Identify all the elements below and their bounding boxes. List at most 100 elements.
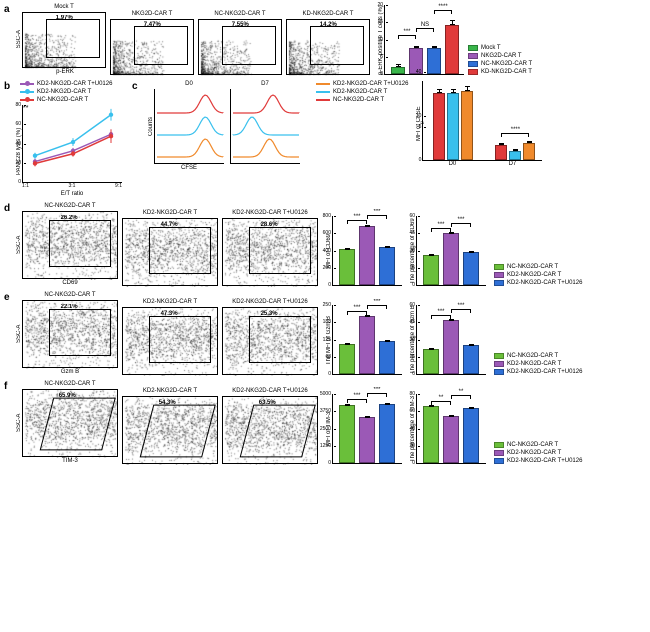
legend-label: NC-NKG2D-CAR T bbox=[333, 97, 384, 103]
gate-percent: 63.5% bbox=[259, 400, 276, 406]
legend-swatch bbox=[494, 264, 504, 270]
legend-item: KD-NKG2D-CAR T bbox=[468, 69, 532, 75]
legend-item: KD2-NKG2D-CAR T bbox=[316, 89, 408, 95]
legend-swatch bbox=[494, 272, 504, 278]
legend-swatch bbox=[468, 45, 478, 51]
dotplot-title: KD-NKG2D-CAR T bbox=[303, 11, 354, 17]
legend-label: NC-NKG2D-CAR T bbox=[37, 97, 88, 103]
legend-label: NC-NKG2D-CAR T bbox=[507, 442, 558, 448]
dotplot: KD2-NKG2D-CAR T47.3% bbox=[122, 299, 218, 375]
significance-label: *** bbox=[431, 309, 451, 315]
legend-swatch bbox=[494, 369, 504, 375]
bar bbox=[463, 252, 479, 285]
dotplot: KD2-NKG2D-CAR T 54.3% bbox=[122, 388, 218, 464]
c-histogram bbox=[154, 89, 224, 164]
legend-label: KD2-NKG2D-CAR T+U0126 bbox=[507, 280, 582, 286]
bar bbox=[445, 25, 459, 74]
bar bbox=[379, 404, 395, 463]
b-xlabel: E/T ratio bbox=[61, 191, 84, 197]
panel-label-b: b bbox=[4, 81, 16, 92]
significance-label: *** bbox=[367, 299, 387, 305]
panel-bc: b KD2-NKG2D-CAR T+U0126KD2-NKG2D-CAR TNC… bbox=[4, 81, 646, 197]
significance-label: ** bbox=[451, 389, 471, 395]
dotplot-title: KD2-NKG2D-CAR T bbox=[143, 210, 197, 216]
legend-line-icon bbox=[20, 83, 34, 85]
legend-item: KD2-NKG2D-CAR T+U0126 bbox=[494, 458, 582, 464]
bar bbox=[391, 67, 405, 74]
gate-percent: 54.3% bbox=[159, 400, 176, 406]
b-linechart: 020406080** bbox=[22, 105, 122, 183]
e-xaxis: Gzm B bbox=[61, 369, 79, 375]
legend-item: KD2-NKG2D-CAR T bbox=[494, 361, 582, 367]
bar bbox=[359, 226, 375, 286]
legend-swatch bbox=[494, 442, 504, 448]
gate-percent: 25.3% bbox=[261, 311, 278, 317]
significance-label: NS bbox=[415, 22, 435, 28]
bar bbox=[443, 233, 459, 285]
dotplot: KD-NKG2D-CAR T 14.2% bbox=[286, 11, 370, 75]
legend-swatch bbox=[468, 53, 478, 59]
legend-label: NKG2D-CAR T bbox=[481, 53, 522, 59]
bar bbox=[463, 408, 479, 463]
c-xaxis: CFSE bbox=[181, 165, 197, 171]
bar bbox=[359, 417, 375, 463]
gate-percent: 26.2% bbox=[61, 215, 78, 221]
legend-swatch bbox=[494, 353, 504, 359]
bar bbox=[463, 345, 479, 374]
legend-item: NC-NKG2D-CAR T bbox=[494, 442, 582, 448]
legend-item: NC-NKG2D-CAR T bbox=[20, 97, 122, 103]
c-xtick-d0: D0 bbox=[449, 161, 457, 167]
legend-label: Mock T bbox=[481, 45, 501, 51]
b-xtick-0: 1:1 bbox=[22, 183, 29, 189]
significance-label: **** bbox=[505, 127, 525, 133]
panel-label-c: c bbox=[132, 81, 144, 92]
c-hist-title: D7 bbox=[261, 81, 269, 87]
legend-item: NC-NKG2D-CAR T bbox=[316, 97, 408, 103]
gate-percent: 7.47% bbox=[144, 22, 161, 28]
significance-label: *** bbox=[451, 303, 471, 309]
dotplot-title: Mock T bbox=[54, 4, 74, 10]
panel-a: a SSC-A Mock T1.97%p-ERKNKG2D-CAR T7.47%… bbox=[4, 4, 646, 75]
significance-label: **** bbox=[433, 4, 453, 10]
gate-percent: 47.3% bbox=[161, 311, 178, 317]
a-legend: Mock TNKG2D-CAR TNC-NKG2D-CAR TKD-NKG2D-… bbox=[468, 45, 532, 75]
d-barchart-1: 0200400600800****** bbox=[332, 216, 402, 286]
bar bbox=[447, 93, 459, 160]
legend-item: NC-NKG2D-CAR T bbox=[494, 353, 582, 359]
dotplot: NC-NKG2D-CAR T65.9%TIM-3 bbox=[22, 381, 118, 464]
dotplot: NC-NKG2D-CAR T7.55% bbox=[198, 11, 282, 75]
legend-label: KD2-NKG2D-CAR T+U0126 bbox=[507, 458, 582, 464]
dotplot-title: KD2-NKG2D-CAR T bbox=[143, 388, 197, 394]
legend-swatch bbox=[494, 450, 504, 456]
legend-line-icon bbox=[20, 99, 34, 101]
legend-item: KD2-NKG2D-CAR T bbox=[494, 272, 582, 278]
legend-line-icon bbox=[20, 91, 34, 93]
c-xtick-d7: D7 bbox=[509, 161, 517, 167]
panel-f: fSSC-ANC-NKG2D-CAR T65.9%TIM-3KD2-NKG2D-… bbox=[4, 381, 646, 464]
legend-label: KD-NKG2D-CAR T bbox=[481, 69, 532, 75]
dotplot: NC-NKG2D-CAR T22.1%Gzm B bbox=[22, 292, 118, 375]
a-xaxis: p-ERK bbox=[56, 69, 74, 75]
significance-label: *** bbox=[451, 217, 471, 223]
legend-swatch bbox=[468, 61, 478, 67]
legend-label: KD2-NKG2D-CAR T+U0126 bbox=[37, 81, 112, 87]
dotplot: KD2-NKG2D-CAR T+U0126 28.6% bbox=[222, 210, 318, 286]
dotplot: NC-NKG2D-CAR T26.2%CD69 bbox=[22, 203, 118, 286]
gate-percent: 14.2% bbox=[320, 22, 337, 28]
dotplot-title: NC-NKG2D-CAR T bbox=[44, 292, 95, 298]
panel-e: eSSC-ANC-NKG2D-CAR T22.1%Gzm BKD2-NKG2D-… bbox=[4, 292, 646, 375]
gate-percent: 28.6% bbox=[261, 222, 278, 228]
legend-label: KD2-NKG2D-CAR T bbox=[507, 361, 561, 367]
b-xtick-2: 9:1 bbox=[115, 183, 122, 189]
legend-swatch bbox=[494, 280, 504, 286]
panel-label-d: d bbox=[4, 203, 16, 214]
legend-item: KD2-NKG2D-CAR T+U0126 bbox=[316, 81, 408, 87]
legend-item: NKG2D-CAR T bbox=[468, 53, 532, 59]
bar bbox=[379, 341, 395, 374]
b-legend: KD2-NKG2D-CAR T+U0126KD2-NKG2D-CAR TNC-N… bbox=[20, 81, 122, 103]
dotplot-title: KD2-NKG2D-CAR T+U0126 bbox=[232, 210, 307, 216]
significance-label: *** bbox=[347, 393, 367, 399]
c-barchart: 053040≈**** bbox=[422, 81, 542, 161]
legend-label: KD2-NKG2D-CAR T+U0126 bbox=[333, 81, 408, 87]
bar bbox=[443, 320, 459, 374]
